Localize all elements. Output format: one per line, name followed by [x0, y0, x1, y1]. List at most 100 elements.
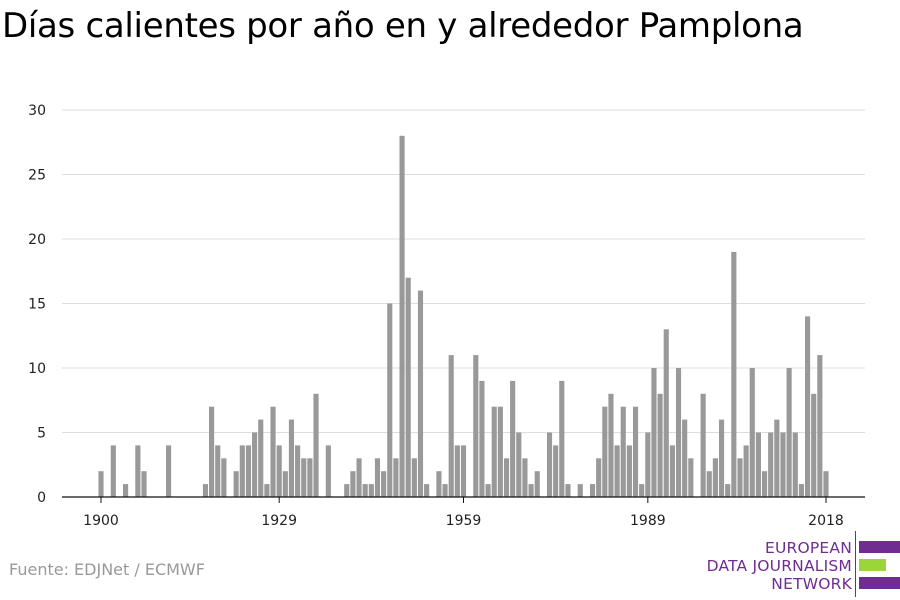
- bar-1992: [663, 329, 669, 497]
- bar-1923: [239, 445, 245, 497]
- logo-divider: [855, 531, 856, 597]
- bar-1988: [639, 484, 645, 497]
- bar-2018: [823, 471, 829, 497]
- bar-1995: [682, 419, 688, 497]
- bar-1937: [325, 445, 331, 497]
- bar-1993: [669, 445, 675, 497]
- bar-1994: [675, 368, 682, 497]
- bar-2004: [737, 458, 743, 497]
- bar-1935: [313, 393, 319, 497]
- bar-1948: [393, 458, 399, 497]
- y-tick-label: 15: [28, 297, 46, 313]
- y-tick-label: 10: [28, 361, 46, 377]
- source-note: Fuente: EDJNet / ECMWF: [9, 560, 205, 579]
- bar-1934: [307, 458, 313, 497]
- bar-2013: [792, 432, 798, 497]
- bar-1952: [417, 290, 424, 497]
- bar-1945: [374, 458, 381, 497]
- edjnet-logo: EUROPEAN DATA JOURNALISM NETWORK: [707, 531, 900, 597]
- y-tick-label: 0: [37, 490, 46, 506]
- bar-1989: [645, 432, 651, 497]
- bar-1983: [608, 393, 614, 497]
- bar-1907: [141, 471, 147, 497]
- bar-1917: [202, 484, 209, 497]
- bar-1906: [135, 445, 141, 497]
- bar-1930: [282, 471, 288, 497]
- bar-1962: [479, 380, 485, 497]
- bar-1990: [651, 368, 657, 497]
- bar-2009: [768, 432, 774, 497]
- bar-1925: [252, 432, 258, 497]
- bar-1981: [596, 458, 602, 497]
- bar-1922: [233, 471, 239, 497]
- bar-2006: [749, 368, 755, 497]
- bar-1944: [368, 484, 374, 497]
- bar-2015: [805, 316, 811, 497]
- bar-1968: [516, 432, 522, 497]
- bar-1971: [534, 471, 540, 497]
- bar-1904: [123, 484, 129, 497]
- bar-1932: [295, 445, 301, 497]
- bar-1998: [700, 393, 706, 497]
- bar-1959: [460, 445, 467, 497]
- logo-bar-top: [859, 541, 900, 553]
- bar-1943: [362, 484, 368, 497]
- bar-1956: [442, 484, 448, 497]
- bar-1929: [276, 445, 282, 497]
- bar-1967: [510, 380, 516, 497]
- logo-text-line3: NETWORK: [771, 575, 852, 593]
- bar-1987: [632, 406, 639, 497]
- bar-1982: [602, 406, 608, 497]
- bar-1918: [209, 406, 215, 497]
- bar-1985: [620, 406, 626, 497]
- bar-1978: [577, 484, 583, 497]
- logo-text-line1: EUROPEAN: [764, 539, 852, 557]
- bar-1902: [110, 445, 116, 497]
- bar-2005: [743, 445, 749, 497]
- bar-1958: [454, 445, 460, 497]
- bar-1984: [614, 445, 620, 497]
- bar-1973: [546, 432, 553, 497]
- logo-bar-middle: [859, 559, 886, 571]
- bar-1974: [553, 445, 559, 497]
- bar-1928: [270, 406, 276, 497]
- bar-1975: [559, 380, 565, 497]
- bar-1961: [473, 355, 479, 497]
- bar-1931: [288, 419, 295, 497]
- x-tick-label: 1900: [83, 513, 119, 529]
- bar-1963: [485, 484, 491, 497]
- bar-1986: [626, 445, 632, 497]
- gridlines: [62, 109, 865, 433]
- bar-1919: [215, 445, 221, 497]
- bar-1911: [166, 445, 172, 497]
- logo-bar-bottom: [859, 577, 900, 589]
- bar-1920: [221, 458, 227, 497]
- logo-text-line2: DATA JOURNALISM: [706, 557, 852, 575]
- bar-2010: [774, 419, 780, 497]
- x-tick-label: 1929: [261, 513, 297, 529]
- bar-1947: [387, 303, 393, 497]
- bar-2000: [712, 458, 718, 497]
- y-tick-label: 30: [28, 103, 46, 119]
- bar-1955: [436, 471, 442, 497]
- bar-2002: [725, 484, 731, 497]
- bar-2007: [755, 432, 761, 497]
- bar-1970: [528, 484, 534, 497]
- bar-1946: [381, 471, 387, 497]
- bars: [98, 135, 829, 498]
- bar-1926: [258, 419, 264, 497]
- x-tick-label: 1989: [630, 513, 666, 529]
- bar-1924: [245, 445, 252, 497]
- bar-1927: [264, 484, 270, 497]
- bar-1957: [448, 355, 454, 497]
- y-axis: 0 5 10 15 20 25 30: [28, 103, 46, 506]
- bar-1933: [301, 458, 307, 497]
- bar-2017: [817, 355, 823, 497]
- bar-2008: [761, 471, 768, 497]
- bar-1991: [657, 393, 663, 497]
- bar-1951: [411, 458, 417, 497]
- y-tick-label: 5: [37, 426, 46, 442]
- bar-2016: [811, 393, 817, 497]
- bar-1964: [491, 406, 497, 497]
- bar-1965: [497, 406, 503, 497]
